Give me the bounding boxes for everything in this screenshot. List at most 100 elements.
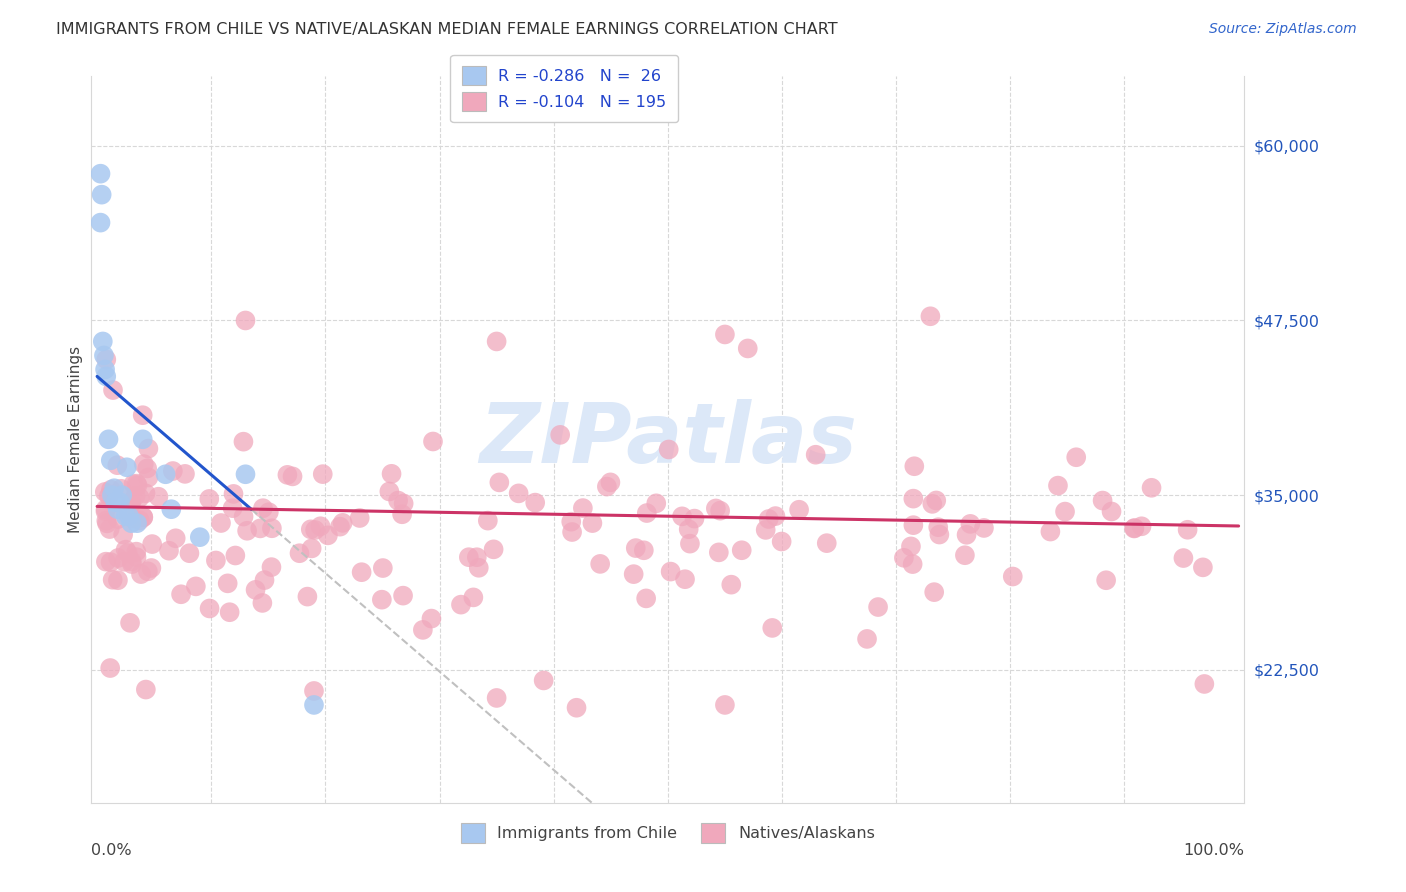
Point <box>118 509 141 524</box>
Point <box>959 516 981 531</box>
Point <box>953 548 976 562</box>
Point <box>1001 569 1024 583</box>
Point <box>179 546 201 560</box>
Point <box>101 573 124 587</box>
Point <box>599 475 621 490</box>
Point <box>96 352 118 367</box>
Point <box>135 682 157 697</box>
Point <box>96 369 118 384</box>
Point <box>312 467 335 482</box>
Point <box>174 467 197 481</box>
Point <box>302 698 325 712</box>
Point <box>188 530 211 544</box>
Point <box>645 496 668 510</box>
Point <box>1177 523 1199 537</box>
Point <box>299 522 322 536</box>
Y-axis label: Median Female Earnings: Median Female Earnings <box>67 346 83 533</box>
Point <box>108 495 131 509</box>
Point <box>392 496 415 510</box>
Point <box>101 383 124 397</box>
Point <box>100 483 122 497</box>
Point <box>235 467 257 482</box>
Point <box>903 518 925 533</box>
Point <box>245 582 267 597</box>
Point <box>422 434 444 449</box>
Point <box>209 516 232 530</box>
Point <box>1064 450 1087 465</box>
Point <box>704 501 727 516</box>
Point <box>709 503 731 517</box>
Point <box>589 557 612 571</box>
Point <box>97 489 120 503</box>
Point <box>236 524 259 538</box>
Point <box>508 486 530 500</box>
Point <box>758 512 780 526</box>
Point <box>170 587 193 601</box>
Point <box>114 542 136 557</box>
Point <box>714 698 737 712</box>
Point <box>141 561 163 575</box>
Point <box>765 509 787 524</box>
Point <box>94 485 117 500</box>
Point <box>565 700 588 714</box>
Point <box>110 482 132 496</box>
Point <box>770 534 793 549</box>
Point <box>465 550 488 565</box>
Point <box>276 467 298 482</box>
Point <box>252 501 274 516</box>
Point <box>105 458 128 473</box>
Point <box>683 511 706 525</box>
Point <box>488 475 510 490</box>
Point <box>132 510 155 524</box>
Point <box>97 432 120 446</box>
Point <box>731 543 754 558</box>
Point <box>316 528 339 542</box>
Point <box>138 442 160 456</box>
Point <box>222 487 245 501</box>
Point <box>89 167 111 181</box>
Point <box>673 572 696 586</box>
Point <box>198 601 221 615</box>
Point <box>378 484 401 499</box>
Point <box>96 514 118 528</box>
Point <box>249 521 271 535</box>
Point <box>148 490 170 504</box>
Point <box>477 514 499 528</box>
Point <box>125 476 148 491</box>
Point <box>485 690 508 705</box>
Point <box>134 486 156 500</box>
Point <box>921 497 943 511</box>
Point <box>1123 521 1146 535</box>
Point <box>815 536 838 550</box>
Point <box>720 577 742 591</box>
Point <box>107 502 129 516</box>
Point <box>533 673 555 688</box>
Point <box>787 502 810 516</box>
Point <box>165 531 187 545</box>
Point <box>561 524 583 539</box>
Point <box>678 522 700 536</box>
Point <box>96 516 118 531</box>
Point <box>1101 504 1123 518</box>
Point <box>925 493 948 508</box>
Point <box>1140 481 1163 495</box>
Point <box>260 521 283 535</box>
Point <box>392 589 415 603</box>
Point <box>928 527 950 541</box>
Point <box>893 550 915 565</box>
Point <box>524 495 547 509</box>
Point <box>309 519 332 533</box>
Point <box>107 512 129 526</box>
Point <box>121 557 143 571</box>
Point <box>101 488 124 502</box>
Point <box>98 522 121 536</box>
Point <box>380 467 402 481</box>
Point <box>94 504 117 518</box>
Point <box>560 515 582 529</box>
Text: Source: ZipAtlas.com: Source: ZipAtlas.com <box>1209 22 1357 37</box>
Point <box>198 491 221 506</box>
Point <box>900 540 922 554</box>
Point <box>120 497 142 511</box>
Point <box>1095 573 1118 587</box>
Point <box>301 541 323 556</box>
